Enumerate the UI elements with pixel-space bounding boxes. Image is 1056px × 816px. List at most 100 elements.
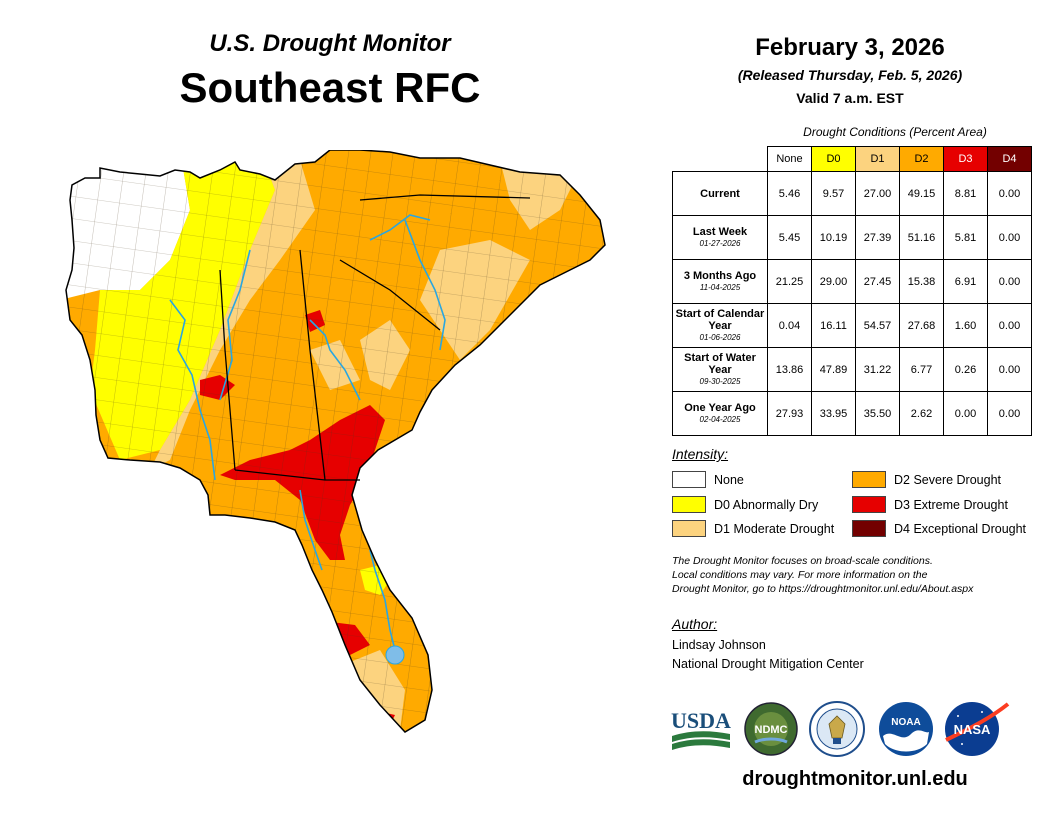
row-date: 11-04-2025 [699, 282, 741, 292]
ndmc-logo-icon: NDMC [744, 702, 798, 756]
commerce-seal-icon [809, 701, 865, 757]
table-row: 3 Months Ago 11-04-2025 21.25 29.00 27.45 15.… [672, 259, 1032, 304]
col-header-none: None [767, 146, 812, 172]
table-row: One Year Ago 02-04-2025 27.93 33.95 35.50 2.6… [672, 391, 1032, 436]
legend-label: D2 Severe Drought [894, 472, 1002, 487]
legend-item-d2: D2 Severe Drought [852, 471, 1001, 488]
col-header-d3: D3 [943, 146, 988, 172]
col-header-d0: D0 [811, 146, 856, 172]
release-date: (Released Thursday, Feb. 5, 2026) [737, 67, 963, 83]
legend-label: D0 Abnormally Dry [714, 497, 819, 512]
svg-text:NASA: NASA [954, 722, 991, 737]
table-cell: 31.22 [855, 347, 900, 392]
table-cell: 2.62 [899, 391, 944, 436]
legend-item-d1: D1 Moderate Drought [672, 520, 834, 537]
legend-swatch [672, 496, 706, 513]
row-label: 3 Months Ago 11-04-2025 [672, 259, 768, 304]
table-cell: 27.00 [855, 171, 900, 216]
legend-swatch [672, 471, 706, 488]
table-cell: 8.81 [943, 171, 988, 216]
table-cell: 6.91 [943, 259, 988, 304]
table-cell: 27.93 [767, 391, 812, 436]
table-cell: 10.19 [811, 215, 856, 260]
table-cell: 21.25 [767, 259, 812, 304]
svg-text:NDMC: NDMC [755, 724, 788, 736]
table-cell: 54.57 [855, 303, 900, 348]
table-cell: 13.86 [767, 347, 812, 392]
table-cell: 0.26 [943, 347, 988, 392]
table-cell: 0.00 [987, 171, 1032, 216]
table-cell: 15.38 [899, 259, 944, 304]
table-row: Last Week 01-27-2026 5.45 10.19 27.39 51.16 5.… [672, 215, 1032, 260]
table-cell: 0.00 [987, 391, 1032, 436]
legend-label: D3 Extreme Drought [894, 497, 1008, 512]
table-cell: 0.00 [987, 303, 1032, 348]
table-cell: 0.04 [767, 303, 812, 348]
table-cell: 27.68 [899, 303, 944, 348]
row-label: One Year Ago 02-04-2025 [672, 391, 768, 436]
table-row: Start of Water Year 09-30-2025 13.86 47.89 3… [672, 347, 1032, 392]
table-cell: 16.11 [811, 303, 856, 348]
svg-text:USDA: USDA [671, 708, 731, 733]
table-cell: 0.00 [987, 259, 1032, 304]
about-link[interactable]: Drought Monitor, go to https://droughtmo… [672, 583, 974, 595]
table-cell: 27.45 [855, 259, 900, 304]
row-label: Last Week 01-27-2026 [672, 215, 768, 260]
row-date: 01-27-2026 [699, 238, 741, 248]
website-link[interactable]: droughtmonitor.unl.edu [742, 768, 968, 790]
table-cell: 33.95 [811, 391, 856, 436]
col-header-d1: D1 [855, 146, 900, 172]
table-row: Current 5.46 9.57 27.00 49.15 8.81 0.00 [672, 171, 1032, 216]
table-title: Drought Conditions (Percent Area) [803, 125, 987, 139]
col-header-d2: D2 [899, 146, 944, 172]
author-org: National Drought Mitigation Center [672, 657, 864, 671]
table-cell: 6.77 [899, 347, 944, 392]
table-cell: 9.57 [811, 171, 856, 216]
disclaimer-note: The Drought Monitor focuses on broad-sca… [672, 554, 1052, 596]
row-date: 02-04-2025 [699, 414, 741, 424]
table-cell: 47.89 [811, 347, 856, 392]
row-date: 09-30-2025 [699, 376, 741, 386]
table-cell: 51.16 [899, 215, 944, 260]
usda-logo-icon: USDA [671, 708, 731, 750]
row-label: Current [672, 171, 768, 216]
nasa-logo-icon: NASA [945, 702, 1010, 756]
table-cell: 29.00 [811, 259, 856, 304]
table-cell: 0.00 [943, 391, 988, 436]
author-label: Author: [672, 616, 718, 632]
table-row: Start of Calendar Year 01-06-2026 0.04 16.1… [672, 303, 1032, 348]
legend-swatch [672, 520, 706, 537]
table-cell: 1.60 [943, 303, 988, 348]
row-label: Start of Water Year 09-30-2025 [672, 347, 768, 392]
legend-label: None [714, 472, 744, 487]
legend-swatch [852, 496, 886, 513]
table-cell: 0.00 [987, 215, 1032, 260]
table-cell: 5.81 [943, 215, 988, 260]
legend-item-none: None [672, 471, 744, 488]
svg-text:NOAA: NOAA [891, 717, 920, 728]
legend-label: D4 Exceptional Drought [894, 521, 1027, 536]
valid-time: Valid 7 a.m. EST [796, 90, 904, 106]
legend-swatch [852, 471, 886, 488]
legend-swatch [852, 520, 886, 537]
table-cell: 35.50 [855, 391, 900, 436]
valid-date: February 3, 2026 [755, 34, 945, 61]
legend-item-d0: D0 Abnormally Dry [672, 496, 818, 513]
table-cell: 27.39 [855, 215, 900, 260]
table-cell: 5.45 [767, 215, 812, 260]
table-cell: 49.15 [899, 171, 944, 216]
legend-title: Intensity: [672, 446, 729, 462]
legend-item-d3: D3 Extreme Drought [852, 496, 1008, 513]
drought-map [65, 150, 606, 733]
legend-item-d4: D4 Exceptional Drought [852, 520, 1026, 537]
map-subtitle: U.S. Drought Monitor [209, 30, 451, 57]
row-label: Start of Calendar Year 01-06-2026 [672, 303, 768, 348]
row-date: 01-06-2026 [699, 332, 741, 342]
noaa-logo-icon: NOAA [879, 702, 933, 756]
drought-conditions-table: None D0 D1 D2 D3 D4 Current 5.46 9.57 27.00… [672, 146, 1032, 436]
author-name: Lindsay Johnson [672, 638, 766, 652]
col-header-d4: D4 [987, 146, 1032, 172]
legend-label: D1 Moderate Drought [714, 521, 835, 536]
map-title: Southeast RFC [179, 64, 481, 111]
table-cell: 5.46 [767, 171, 812, 216]
